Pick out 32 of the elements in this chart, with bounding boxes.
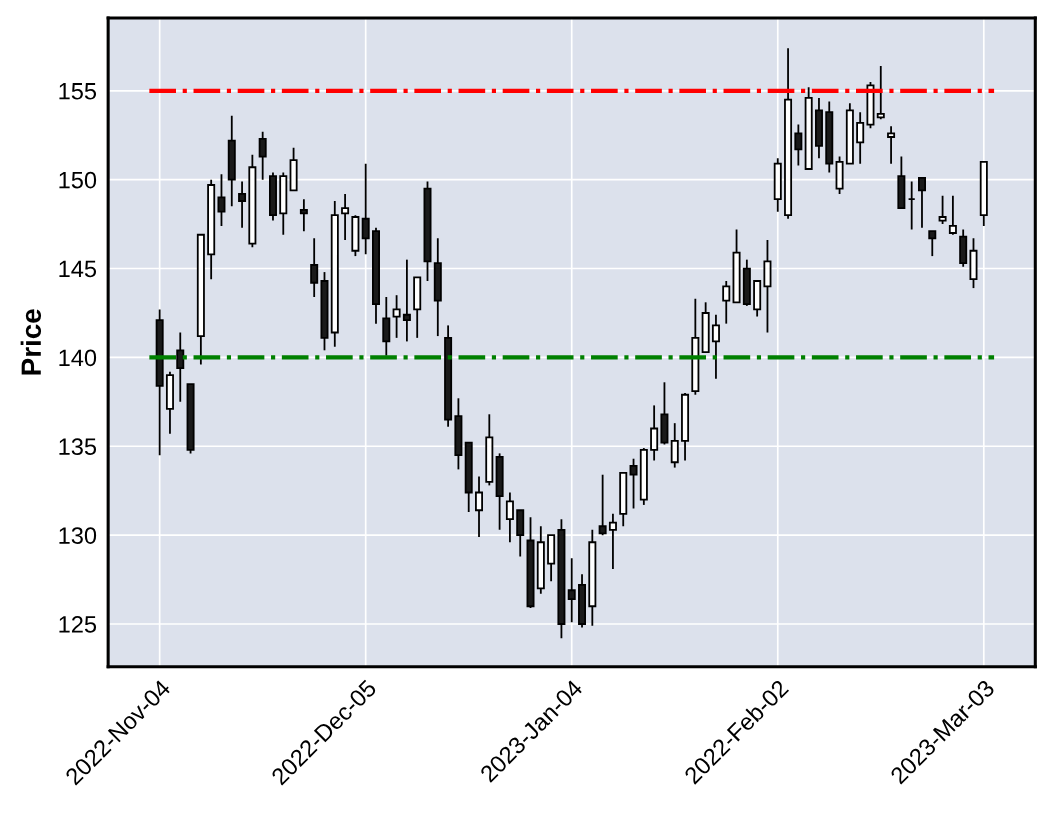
candlestick	[794, 123, 803, 167]
candlestick	[238, 180, 247, 229]
y-tick-label: 135	[59, 438, 97, 456]
candlestick	[876, 65, 885, 121]
y-axis-title: Price	[20, 309, 42, 375]
candlestick	[598, 473, 607, 537]
candlestick	[392, 294, 401, 339]
candlestick	[567, 557, 576, 624]
candlestick	[176, 331, 185, 403]
y-tick-label: 130	[59, 527, 97, 544]
y-tick-label: 140	[59, 349, 97, 367]
candlestick	[887, 125, 896, 165]
candlestick	[402, 258, 411, 343]
candlestick	[856, 111, 865, 165]
candlestick	[917, 176, 926, 229]
candlestick	[361, 162, 370, 256]
candlestick	[629, 457, 638, 510]
candlestick	[217, 173, 226, 227]
candlestick	[258, 130, 267, 181]
candlestick	[948, 194, 957, 236]
candlestick	[938, 194, 947, 226]
y-tick-label: 145	[59, 260, 97, 278]
candlestick	[299, 198, 308, 233]
candlestick	[928, 230, 937, 258]
y-tick-label: 155	[59, 83, 97, 100]
y-tick-label: 125	[59, 616, 97, 633]
candlestick	[711, 313, 720, 380]
candlestick	[310, 237, 319, 298]
candlestick	[341, 192, 350, 242]
y-tick-label: 150	[59, 171, 97, 189]
candlestick	[382, 296, 391, 357]
candlestick	[722, 280, 731, 325]
